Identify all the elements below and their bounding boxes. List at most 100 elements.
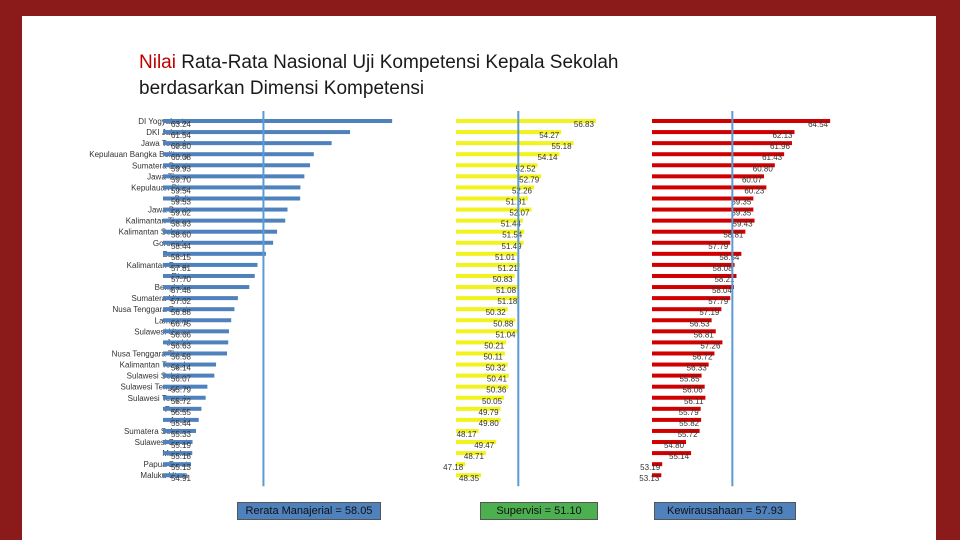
- manajerial-value-6: 59.70: [171, 175, 192, 184]
- kewirausahaan-bar-22: [652, 351, 715, 356]
- supervisi-value-27: 49.79: [479, 408, 500, 417]
- kewirausahaan-bar-8: [652, 196, 754, 201]
- supervisi-bar-3: [456, 141, 574, 146]
- manajerial-bar-21: [163, 340, 229, 345]
- supervisi-bar-16: [456, 285, 519, 290]
- supervisi-bar-19: [456, 318, 516, 323]
- supervisi-bar-26: [456, 395, 505, 400]
- manajerial-value-1: 63.24: [171, 120, 192, 129]
- supervisi-value-8: 51.81: [506, 197, 527, 206]
- manajerial-value-32: 55.13: [171, 463, 192, 472]
- category-label-5: Sumatera Barat: [132, 161, 189, 170]
- supervisi-bar-12: [456, 240, 524, 245]
- manajerial-bar-23: [163, 362, 217, 367]
- kewirausahaan-bar-30: [652, 440, 687, 445]
- kewirausahaan-value-23: 56.33: [687, 364, 708, 373]
- kewirausahaan-bar-25: [652, 384, 705, 389]
- kewirausahaan-value-11: 58.81: [723, 231, 744, 240]
- supervisi-value-5: 52.52: [516, 164, 537, 173]
- supervisi-value-13: 51.01: [495, 253, 516, 262]
- kewirausahaan-value-10: 59.43: [733, 220, 754, 229]
- kewirausahaan-value-2: 62.13: [772, 131, 793, 140]
- manajerial-value-7: 59.54: [171, 186, 192, 195]
- kewirausahaan-value-20: 56.81: [694, 330, 715, 339]
- kewirausahaan-bar-2: [652, 130, 795, 135]
- supervisi-value-25: 50.36: [486, 386, 507, 395]
- supervisi-value-29: 48.17: [457, 430, 478, 439]
- supervisi-value-16: 51.08: [496, 286, 517, 295]
- manajerial-bar-30: [163, 440, 193, 445]
- manajerial-value-2: 61.54: [171, 131, 192, 140]
- kewirausahaan-bar-18: [652, 307, 722, 312]
- kewirausahaan-bar-10: [652, 218, 755, 223]
- supervisi-bar-20: [456, 329, 518, 334]
- kewirausahaan-value-17: 57.79: [708, 297, 729, 306]
- manajerial-value-3: 60.80: [171, 142, 192, 151]
- manajerial-value-23: 56.14: [171, 364, 192, 373]
- manajerial-bar-28: [163, 417, 199, 422]
- kewirausahaan-value-7: 60.23: [744, 186, 765, 195]
- legend-kewirausahaan-label: Kewirausahaan = 57.93: [667, 505, 783, 517]
- category-label-29: Sumatera Selatan: [124, 427, 188, 436]
- kewirausahaan-value-3: 61.96: [770, 142, 791, 151]
- kewirausahaan-bar-27: [652, 406, 701, 411]
- manajerial-bar-32: [163, 462, 192, 467]
- kewirausahaan-value-9: 59.35: [731, 209, 752, 218]
- manajerial-value-20: 56.66: [171, 330, 192, 339]
- legend-manajerial-label: Rerata Manajerial = 58.05: [245, 505, 373, 517]
- kewirausahaan-value-8: 59.35: [731, 197, 752, 206]
- kewirausahaan-bar-14: [652, 262, 735, 267]
- manajerial-bar-7: [163, 185, 301, 190]
- supervisi-bar-17: [456, 296, 520, 301]
- legend-supervisi: Supervisi = 51.10: [480, 502, 598, 520]
- supervisi-bar-32: [456, 462, 466, 467]
- manajerial-value-15: 57.70: [171, 275, 192, 284]
- manajerial-value-29: 55.33: [171, 430, 192, 439]
- supervisi-value-17: 51.18: [497, 297, 518, 306]
- kewirausahaan-value-5: 60.80: [753, 164, 774, 173]
- kewirausahaan-value-16: 58.04: [712, 286, 733, 295]
- supervisi-bar-33: [456, 473, 482, 478]
- manajerial-value-16: 57.48: [171, 286, 192, 295]
- manajerial-value-19: 56.75: [171, 319, 192, 328]
- manajerial-bar-27: [163, 406, 202, 411]
- manajerial-bar-16: [163, 285, 250, 290]
- manajerial-bar-22: [163, 351, 227, 356]
- supervisi-value-32: 47.18: [443, 463, 464, 472]
- manajerial-value-10: 58.93: [171, 220, 192, 229]
- category-label-11: Kalimantan Selatan: [119, 228, 188, 237]
- kewirausahaan-bar-6: [652, 174, 765, 179]
- kewirausahaan-value-27: 55.79: [679, 408, 700, 417]
- manajerial-value-11: 58.60: [171, 231, 192, 240]
- manajerial-value-4: 60.08: [171, 153, 192, 162]
- manajerial-value-27: 55.55: [171, 408, 192, 417]
- manajerial-bar-8: [163, 196, 301, 201]
- kewirausahaan-value-25: 56.06: [683, 386, 704, 395]
- supervisi-value-10: 51.44: [501, 220, 522, 229]
- manajerial-bar-5: [163, 163, 311, 168]
- manajerial-value-22: 56.58: [171, 352, 192, 361]
- kewirausahaan-value-32: 53.19: [640, 463, 661, 472]
- kewirausahaan-bar-28: [652, 417, 702, 422]
- supervisi-value-23: 50.32: [486, 364, 507, 373]
- kewirausahaan-bar-17: [652, 296, 731, 301]
- manajerial-value-17: 57.02: [171, 297, 192, 306]
- supervisi-value-20: 51.04: [495, 330, 516, 339]
- supervisi-value-14: 51.21: [498, 264, 519, 273]
- kewirausahaan-bar-20: [652, 329, 716, 334]
- supervisi-bar-8: [456, 196, 528, 201]
- category-label-22: Nusa Tenggara Timur: [112, 349, 189, 358]
- manajerial-bar-2: [163, 130, 350, 135]
- manajerial-bar-31: [163, 451, 193, 456]
- manajerial-value-33: 54.91: [171, 474, 192, 483]
- kewirausahaan-bar-7: [652, 185, 767, 190]
- kewirausahaan-value-14: 58.08: [713, 264, 734, 273]
- manajerial-bar-18: [163, 307, 235, 312]
- category-label-7: Kepulauan Riau: [131, 183, 188, 192]
- supervisi-bar-24: [456, 373, 509, 378]
- manajerial-bar-29: [163, 428, 196, 433]
- kewirausahaan-bar-3: [652, 141, 792, 146]
- manajerial-value-25: 55.79: [171, 386, 192, 395]
